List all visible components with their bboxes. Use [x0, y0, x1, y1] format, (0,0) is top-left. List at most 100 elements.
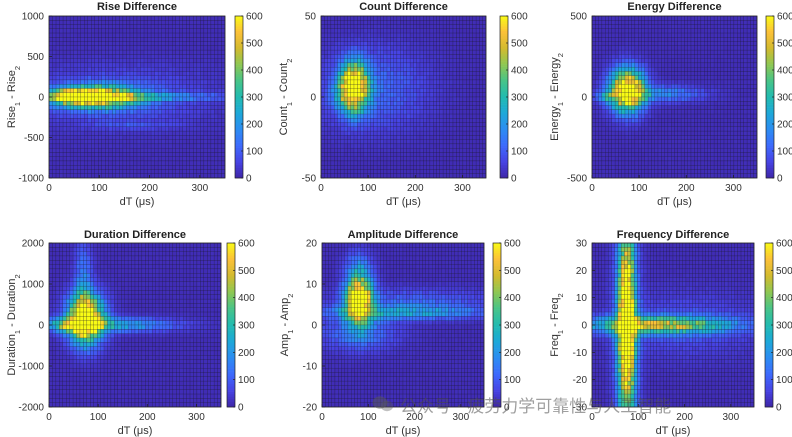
- heatmap-cell: [150, 41, 155, 47]
- heatmap-cell: [591, 96, 596, 102]
- heatmap-cell: [482, 32, 487, 38]
- heatmap-cell: [439, 71, 444, 76]
- heatmap-cell: [601, 24, 606, 30]
- heatmap-cell: [390, 84, 394, 89]
- x-tick-label: 0: [318, 183, 324, 194]
- heatmap-cell: [217, 32, 222, 38]
- heatmap-cell: [595, 24, 599, 30]
- heatmap-cell: [55, 160, 60, 166]
- heatmap-cell: [129, 45, 134, 51]
- heatmap-cell: [697, 58, 702, 64]
- heatmap-cell: [707, 20, 712, 25]
- heatmap-cell: [367, 62, 371, 68]
- heatmap-cell: [690, 84, 695, 89]
- heatmap-cell: [459, 122, 464, 128]
- heatmap-cell: [367, 41, 371, 47]
- heatmap-cell: [150, 92, 155, 98]
- heatmap-cell: [69, 156, 74, 162]
- heatmap-cell: [119, 169, 124, 174]
- heatmap-cell: [353, 24, 358, 30]
- heatmap-cell: [442, 75, 447, 81]
- heatmap-cell: [396, 37, 401, 42]
- heatmap-cell: [193, 143, 198, 149]
- heatmap-cell: [200, 20, 205, 25]
- heatmap-cell: [179, 54, 183, 59]
- heatmap-cell: [119, 156, 124, 162]
- heatmap-cell: [628, 75, 632, 81]
- heatmap-cell: [628, 96, 632, 102]
- heatmap-cell: [469, 165, 474, 170]
- heatmap-cell: [601, 41, 606, 47]
- heatmap-cell: [186, 54, 191, 59]
- heatmap-cell: [94, 156, 99, 162]
- heatmap-cell: [48, 49, 53, 55]
- heatmap-cell: [108, 147, 113, 153]
- heatmap-cell: [393, 45, 398, 51]
- heatmap-cell: [189, 84, 194, 89]
- heatmap-cell: [112, 54, 117, 59]
- heatmap-cell: [469, 58, 474, 64]
- heatmap-cell: [462, 79, 467, 85]
- heatmap-cell: [140, 54, 145, 59]
- heatmap-cell: [436, 160, 441, 166]
- heatmap-cell: [469, 75, 474, 81]
- heatmap-cell: [452, 130, 457, 136]
- heatmap-cell: [449, 147, 454, 153]
- heatmap-cell: [133, 75, 138, 81]
- heatmap-cell: [416, 75, 421, 81]
- heatmap-cell: [595, 54, 599, 59]
- heatmap-cell: [700, 28, 705, 34]
- heatmap-cell: [340, 143, 345, 149]
- heatmap-cell: [168, 15, 173, 21]
- heatmap-cell: [91, 139, 95, 145]
- heatmap-cell: [611, 66, 616, 72]
- heatmap-cell: [48, 165, 53, 170]
- heatmap-cell: [661, 24, 665, 30]
- heatmap-cell: [446, 143, 450, 149]
- heatmap-cell: [376, 156, 381, 162]
- heatmap-cell: [466, 92, 470, 98]
- heatmap-cell: [436, 173, 441, 179]
- heatmap-cell: [179, 169, 183, 174]
- heatmap-cell: [723, 58, 728, 64]
- heatmap-cell: [611, 75, 616, 81]
- heatmap-cell: [347, 165, 351, 170]
- heatmap-cell: [644, 32, 649, 38]
- heatmap-cell: [634, 71, 639, 76]
- heatmap-cell: [48, 152, 53, 157]
- heatmap-cell: [684, 66, 688, 72]
- heatmap-cell: [595, 58, 599, 64]
- heatmap-cell: [164, 130, 169, 136]
- heatmap-cell: [182, 113, 187, 119]
- heatmap-cell: [55, 92, 60, 98]
- heatmap-cell: [200, 79, 205, 85]
- heatmap-cell: [186, 101, 191, 106]
- heatmap-cell: [330, 109, 335, 115]
- heatmap-cell: [133, 54, 138, 59]
- heatmap-cell: [400, 173, 404, 179]
- heatmap-cell: [133, 58, 138, 64]
- heatmap-cell: [55, 54, 60, 59]
- heatmap-cell: [396, 62, 401, 68]
- heatmap-cell: [449, 96, 454, 102]
- heatmap-cell: [605, 71, 609, 76]
- heatmap-cell: [409, 49, 414, 55]
- heatmap-cell: [406, 41, 411, 47]
- heatmap-cell: [343, 84, 348, 89]
- heatmap-cell: [196, 139, 201, 145]
- heatmap-cell: [664, 24, 669, 30]
- heatmap-cell: [357, 54, 361, 59]
- heatmap-cell: [647, 58, 652, 64]
- heatmap-cell: [677, 24, 682, 30]
- heatmap-cell: [426, 66, 431, 72]
- heatmap-cell: [475, 139, 480, 145]
- heatmap-cell: [164, 54, 169, 59]
- heatmap-cell: [76, 101, 81, 106]
- heatmap-cell: [350, 109, 355, 115]
- heatmap-cell: [172, 37, 176, 42]
- heatmap-cell: [638, 75, 642, 81]
- heatmap-cell: [624, 32, 629, 38]
- heatmap-cell: [469, 71, 474, 76]
- heatmap-cell: [129, 49, 134, 55]
- heatmap-cell: [353, 41, 358, 47]
